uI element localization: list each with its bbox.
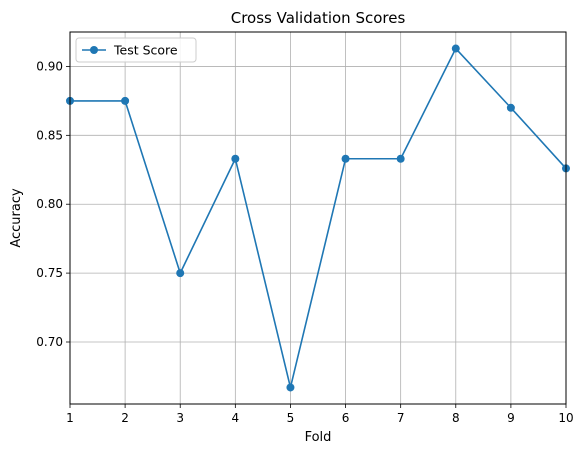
y-tick-label: 0.85 bbox=[36, 128, 63, 142]
x-tick-label: 9 bbox=[507, 411, 515, 425]
y-tick-label: 0.75 bbox=[36, 266, 63, 280]
series-line bbox=[70, 47, 567, 389]
x-tick-label: 1 bbox=[66, 411, 74, 425]
y-tick-label: 0.70 bbox=[36, 335, 63, 349]
data-point bbox=[396, 154, 405, 163]
legend-label: Test Score bbox=[113, 43, 178, 58]
x-tick-label: 10 bbox=[558, 411, 573, 425]
series-layer bbox=[66, 44, 570, 392]
data-point bbox=[286, 383, 295, 392]
data-point bbox=[176, 269, 185, 278]
x-tick-label: 6 bbox=[342, 411, 350, 425]
y-axis-label: Accuracy bbox=[9, 188, 24, 248]
data-point bbox=[506, 103, 515, 112]
x-tick-label: 5 bbox=[287, 411, 295, 425]
grid bbox=[69, 32, 567, 404]
x-tick-label: 4 bbox=[232, 411, 240, 425]
chart-title: Cross Validation Scores bbox=[231, 9, 406, 27]
data-point bbox=[231, 154, 240, 163]
x-axis-label: Fold bbox=[305, 430, 332, 445]
y-tick-label: 0.90 bbox=[36, 59, 63, 73]
plot-frame bbox=[69, 31, 567, 405]
x-tick-label: 2 bbox=[121, 411, 129, 425]
y-tick-label: 0.80 bbox=[36, 197, 63, 211]
x-tick-label: 8 bbox=[452, 411, 460, 425]
data-point bbox=[451, 44, 460, 53]
ticks: 1 2 3 4 5 6 7 8 9 10 0.70 0.75 0.80 0.85 0.90 bbox=[36, 59, 573, 425]
x-tick-label: 3 bbox=[176, 411, 184, 425]
x-tick-label: 7 bbox=[397, 411, 405, 425]
legend: Test Score bbox=[75, 37, 197, 63]
data-point bbox=[121, 96, 130, 105]
data-point bbox=[341, 154, 350, 163]
legend-marker-icon bbox=[90, 46, 98, 54]
legend-box bbox=[75, 37, 197, 63]
